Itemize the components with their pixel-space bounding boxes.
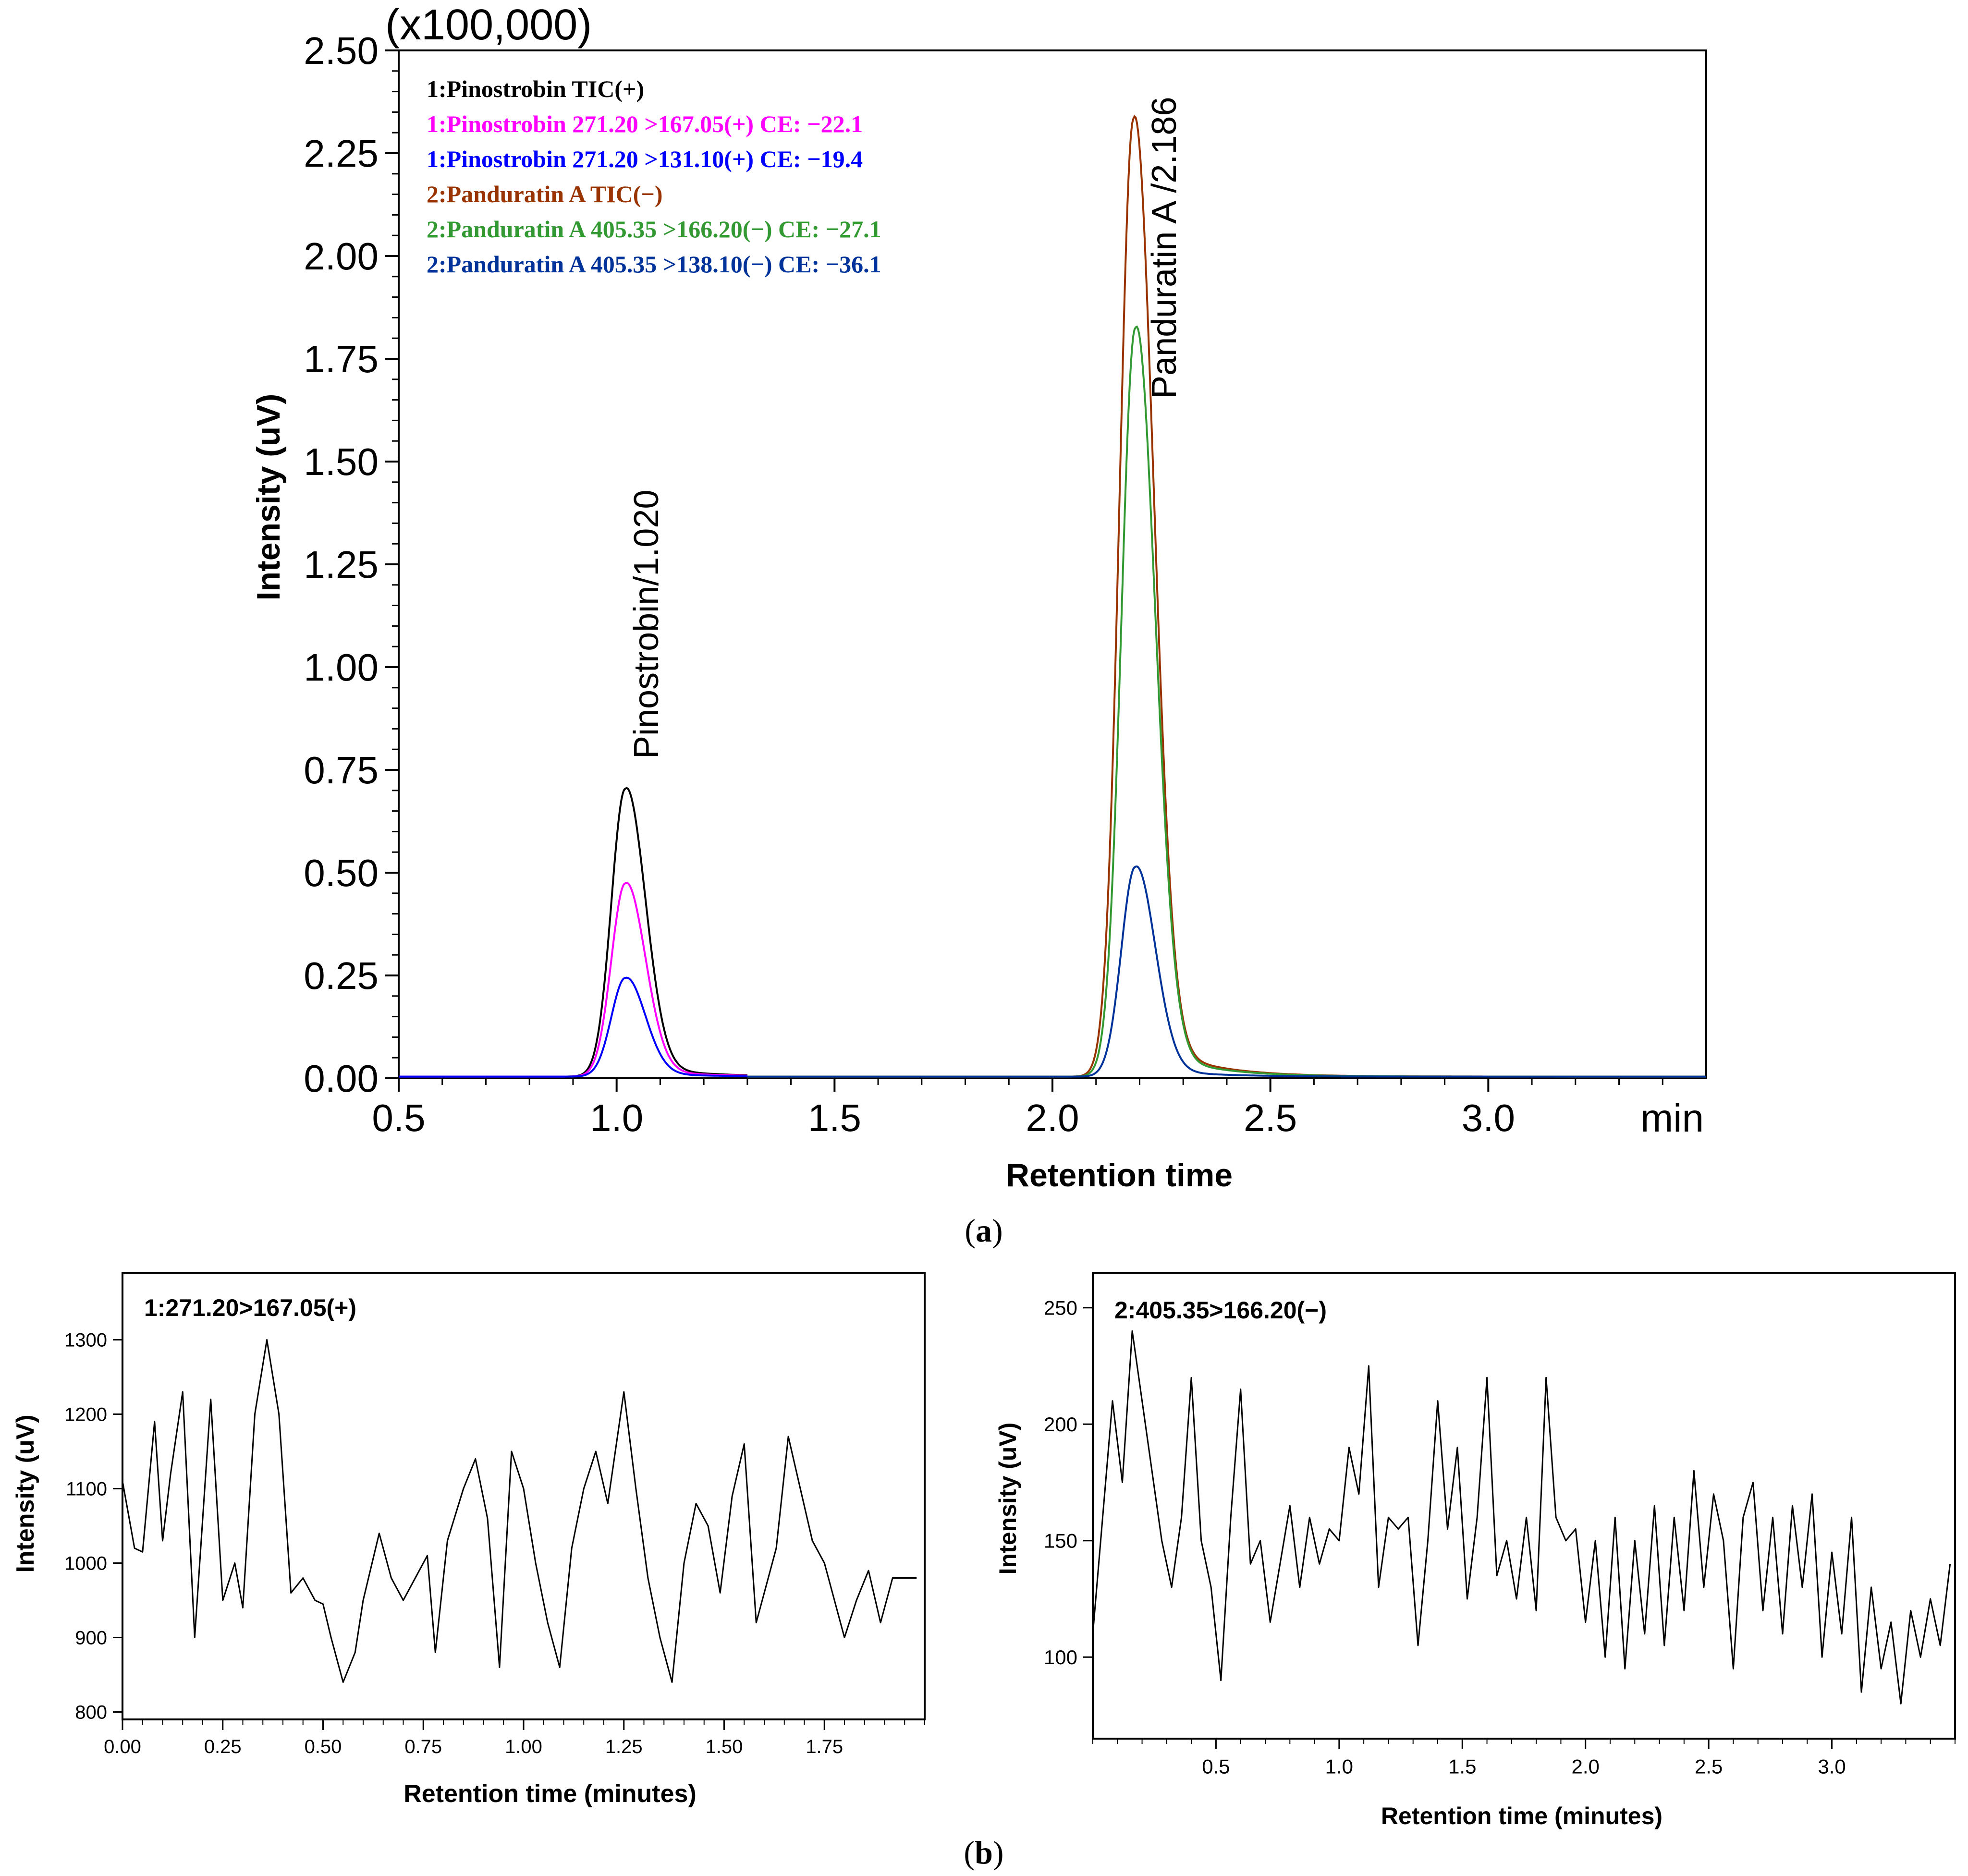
- panel-a-legend: 1:Pinostrobin TIC(+) 1:Pinostrobin 271.2…: [427, 75, 881, 278]
- panel-b1: 800 900 1000 1100 1200 1300 0.00 0.25 0.50 0.75 1…: [12, 1272, 926, 1808]
- panel-a-x-unit: min: [1640, 1096, 1704, 1140]
- x-tick-label: 1.00: [505, 1736, 542, 1757]
- panel-a-x-ticks: 0.5 1.0 1.5 2.0 2.5 3.0: [372, 1078, 1663, 1139]
- panel-b1-x-ticks: 0.00 0.25 0.50 0.75 1.00 1.25 1.50 1.75: [104, 1719, 925, 1757]
- series-line: [399, 882, 747, 1078]
- x-tick-label: 3.0: [1462, 1096, 1515, 1139]
- y-tick-label: 1000: [64, 1553, 107, 1574]
- y-tick-label: 0.50: [304, 852, 379, 894]
- legend-entry: 2:Panduratin A 405.35 >166.20(−) CE: −27…: [427, 216, 881, 243]
- panel-b1-y-ticks: 800 900 1000 1100 1200 1300: [64, 1330, 122, 1723]
- svg-text:(b): (b): [964, 1834, 1003, 1871]
- x-tick-label: 0.75: [404, 1736, 442, 1757]
- caption-letter-b: b: [975, 1834, 993, 1871]
- series-line: [747, 115, 1706, 1078]
- panel-a-x-title: Retention time: [1006, 1157, 1233, 1194]
- peak-label-pinostrobin: Pinostrobin/1.020: [627, 490, 666, 759]
- panel-b1-x-title: Retention time (minutes): [403, 1780, 697, 1808]
- y-tick-label: 1.00: [304, 646, 379, 689]
- y-tick-label: 800: [75, 1702, 107, 1723]
- x-tick-label: 0.5: [372, 1096, 425, 1139]
- panel-b2-y-title: Intensity (uV): [994, 1423, 1021, 1575]
- x-tick-label: 1.0: [590, 1096, 643, 1139]
- y-tick-label: 0.00: [304, 1057, 379, 1100]
- y-tick-label: 2.00: [304, 235, 379, 278]
- svg-text:(a): (a): [965, 1212, 1002, 1249]
- legend-entry: 1:Pinostrobin 271.20 >131.10(+) CE: −19.…: [427, 146, 863, 172]
- y-tick-label: 1100: [66, 1479, 107, 1500]
- y-tick-label: 0.75: [304, 749, 379, 792]
- legend-entry: 2:Panduratin A 405.35 >138.10(−) CE: −36…: [427, 251, 881, 278]
- x-tick-label: 2.5: [1244, 1096, 1297, 1139]
- x-tick-label: 3.0: [1818, 1755, 1846, 1778]
- x-tick-label: 1.5: [1448, 1755, 1476, 1778]
- panel-a: 0.00 0.25 0.50 0.75 1.00 1.25 1.50 1.75 2.00 2.25…: [250, 1, 1707, 1249]
- x-tick-label: 1.50: [706, 1736, 743, 1757]
- panel-b1-frame: [122, 1272, 926, 1720]
- panel-a-y-ticks: 0.00 0.25 0.50 0.75 1.00 1.25 1.50 1.75 2.00 2.25…: [304, 29, 399, 1100]
- peak-label-panduratin: Panduratin A /2.186: [1145, 97, 1184, 399]
- panel-b2-x-title: Retention time (minutes): [1381, 1803, 1662, 1829]
- series-line: [747, 865, 1706, 1078]
- legend-entry: 1:Pinostrobin 271.20 >167.05(+) CE: −22.…: [427, 110, 863, 137]
- panel-b-caption: (b): [964, 1834, 1003, 1871]
- y-tick-label: 1.50: [304, 440, 379, 483]
- x-tick-label: 1.25: [605, 1736, 643, 1757]
- caption-open: (: [965, 1212, 976, 1249]
- series-line: [399, 787, 748, 1078]
- x-tick-label: 1.5: [808, 1096, 861, 1139]
- x-tick-label: 0.50: [305, 1736, 342, 1757]
- panel-b2-frame: [1092, 1272, 1956, 1740]
- y-tick-label: 1300: [64, 1330, 107, 1351]
- y-tick-label: 900: [75, 1628, 107, 1649]
- series-line: [1092, 1330, 1951, 1705]
- legend-entry: 1:Pinostrobin TIC(+): [427, 75, 644, 102]
- panel-b2-series: [1092, 1330, 1951, 1705]
- x-tick-label: 2.0: [1026, 1096, 1079, 1139]
- series-line: [122, 1339, 917, 1683]
- caption-close: ): [992, 1212, 1003, 1249]
- x-tick-label: 0.00: [104, 1736, 141, 1757]
- panel-b2: 100 150 200 250 0.5 1.0 1.5 2.0 2.5 3.0 2:405.35…: [994, 1272, 1956, 1829]
- panel-b2-y-ticks: 100 150 200 250: [1044, 1296, 1093, 1669]
- panel-a-series: [399, 115, 1706, 1078]
- y-tick-label: 2.50: [304, 29, 379, 72]
- panel-a-y-title: Intensity (uV): [250, 394, 287, 601]
- panel-b1-annotation: 1:271.20>167.05(+): [144, 1294, 356, 1321]
- y-tick-label: 1200: [64, 1404, 107, 1425]
- panel-b1-y-title: Intensity (uV): [12, 1414, 39, 1572]
- y-tick-label: 2.25: [304, 132, 379, 175]
- y-tick-label: 0.25: [304, 954, 379, 997]
- series-line: [747, 325, 1706, 1078]
- caption-letter: a: [976, 1212, 992, 1249]
- panel-b2-annotation: 2:405.35>166.20(−): [1114, 1297, 1327, 1324]
- y-tick-label: 100: [1044, 1646, 1077, 1669]
- panel-a-caption: (a): [965, 1212, 1002, 1249]
- y-tick-label: 1.25: [304, 543, 379, 586]
- y-tick-label: 150: [1044, 1529, 1077, 1552]
- y-tick-label: 200: [1044, 1413, 1077, 1436]
- x-tick-label: 0.5: [1202, 1755, 1230, 1778]
- y-tick-label: 1.75: [304, 338, 379, 380]
- panel-b1-series: [122, 1339, 917, 1683]
- x-tick-label: 2.5: [1695, 1755, 1723, 1778]
- series-line: [399, 976, 747, 1078]
- legend-entry: 2:Panduratin A TIC(−): [427, 181, 663, 207]
- panel-a-multiplier: (x100,000): [385, 1, 592, 49]
- x-tick-label: 1.0: [1325, 1755, 1353, 1778]
- x-tick-label: 1.75: [806, 1736, 843, 1757]
- x-tick-label: 0.25: [204, 1736, 242, 1757]
- x-tick-label: 2.0: [1572, 1755, 1600, 1778]
- panel-b2-x-ticks: 0.5 1.0 1.5 2.0 2.5 3.0: [1092, 1739, 1956, 1778]
- y-tick-label: 250: [1044, 1296, 1077, 1319]
